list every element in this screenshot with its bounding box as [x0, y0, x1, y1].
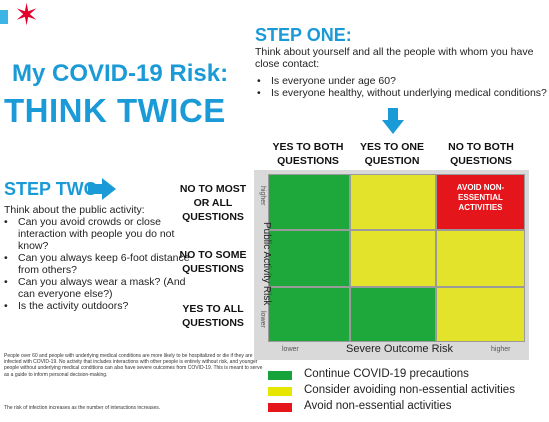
column-header-yes-one: YES TO ONE QUESTION — [360, 141, 424, 167]
matrix-cell-green — [268, 230, 350, 287]
legend-label-green: Continue COVID-19 precautions — [304, 368, 469, 380]
down-arrow-icon — [382, 108, 404, 134]
step-two-question: Can you avoid crowds or close interactio… — [4, 216, 204, 252]
y-axis-label: Public Activity Risk — [250, 222, 278, 306]
legend-label-yellow: Consider avoiding non-essential activiti… — [304, 384, 515, 396]
step-one-questions: Is everyone under age 60? Is everyone he… — [255, 75, 547, 99]
x-axis-low-label: lower — [282, 346, 299, 353]
fine-print-note: People over 60 and people with underlyin… — [4, 353, 263, 378]
step-two-intro: Think about the public activity: — [4, 204, 145, 216]
step-two-questions: Can you avoid crowds or close interactio… — [4, 216, 204, 312]
y-axis-title: Public Activity Risk — [261, 222, 272, 306]
x-axis-title: Severe Outcome Risk — [346, 343, 453, 355]
avoid-activities-text: AVOID NON-ESSENTIAL ACTIVITIES — [456, 183, 505, 212]
step-one-intro: Think about yourself and all the people … — [255, 46, 534, 70]
matrix-cell-green — [268, 174, 350, 230]
chicago-star-icon: ✶ — [14, 0, 40, 33]
title-line-1: My COVID-19 Risk: — [12, 60, 229, 87]
right-arrow-icon — [88, 178, 116, 200]
step-one-question: Is everyone healthy, without underlying … — [255, 87, 547, 99]
fine-print-interactions: The risk of infection increases as the n… — [4, 405, 161, 411]
matrix-cell-green — [268, 287, 350, 342]
risk-matrix: AVOID NON-ESSENTIAL ACTIVITIES — [254, 170, 529, 360]
row-header-no-most: NO TO MOST OR ALL QUESTIONS — [179, 183, 247, 223]
y-axis-high-label: higher — [259, 186, 266, 206]
matrix-cell-yellow — [436, 230, 525, 287]
x-axis-high-label: higher — [491, 346, 511, 353]
step-two-heading: STEP TWO — [4, 179, 98, 199]
step-two-question: Can you always keep 6-foot distance from… — [4, 252, 204, 276]
legend-label-red: Avoid non-essential activities — [304, 400, 452, 412]
row-header-yes-all: YES TO ALL QUESTIONS — [182, 303, 244, 329]
column-header-no-both: NO TO BOTH QUESTIONS — [448, 141, 514, 167]
row-header-no-some: NO TO SOME QUESTIONS — [179, 249, 247, 275]
legend-swatch-yellow — [268, 387, 292, 396]
title-line-2: THINK TWICE — [4, 92, 226, 129]
matrix-cell-yellow — [436, 287, 525, 342]
y-axis-low-label: lower — [259, 311, 266, 328]
step-one-heading: STEP ONE: — [255, 25, 352, 45]
matrix-cell-red: AVOID NON-ESSENTIAL ACTIVITIES — [436, 174, 525, 230]
legend-swatch-red — [268, 403, 292, 412]
matrix-cell-yellow — [350, 174, 436, 230]
step-two-question: Is the activity outdoors? — [4, 300, 204, 312]
matrix-cell-yellow — [350, 230, 436, 287]
step-one-question: Is everyone under age 60? — [255, 75, 547, 87]
legend-swatch-green — [268, 371, 292, 380]
matrix-cell-green — [350, 287, 436, 342]
column-header-yes-both: YES TO BOTH QUESTIONS — [272, 141, 344, 167]
logo-bar — [0, 10, 8, 24]
step-two-question: Can you always wear a mask? (And can eve… — [4, 276, 204, 300]
